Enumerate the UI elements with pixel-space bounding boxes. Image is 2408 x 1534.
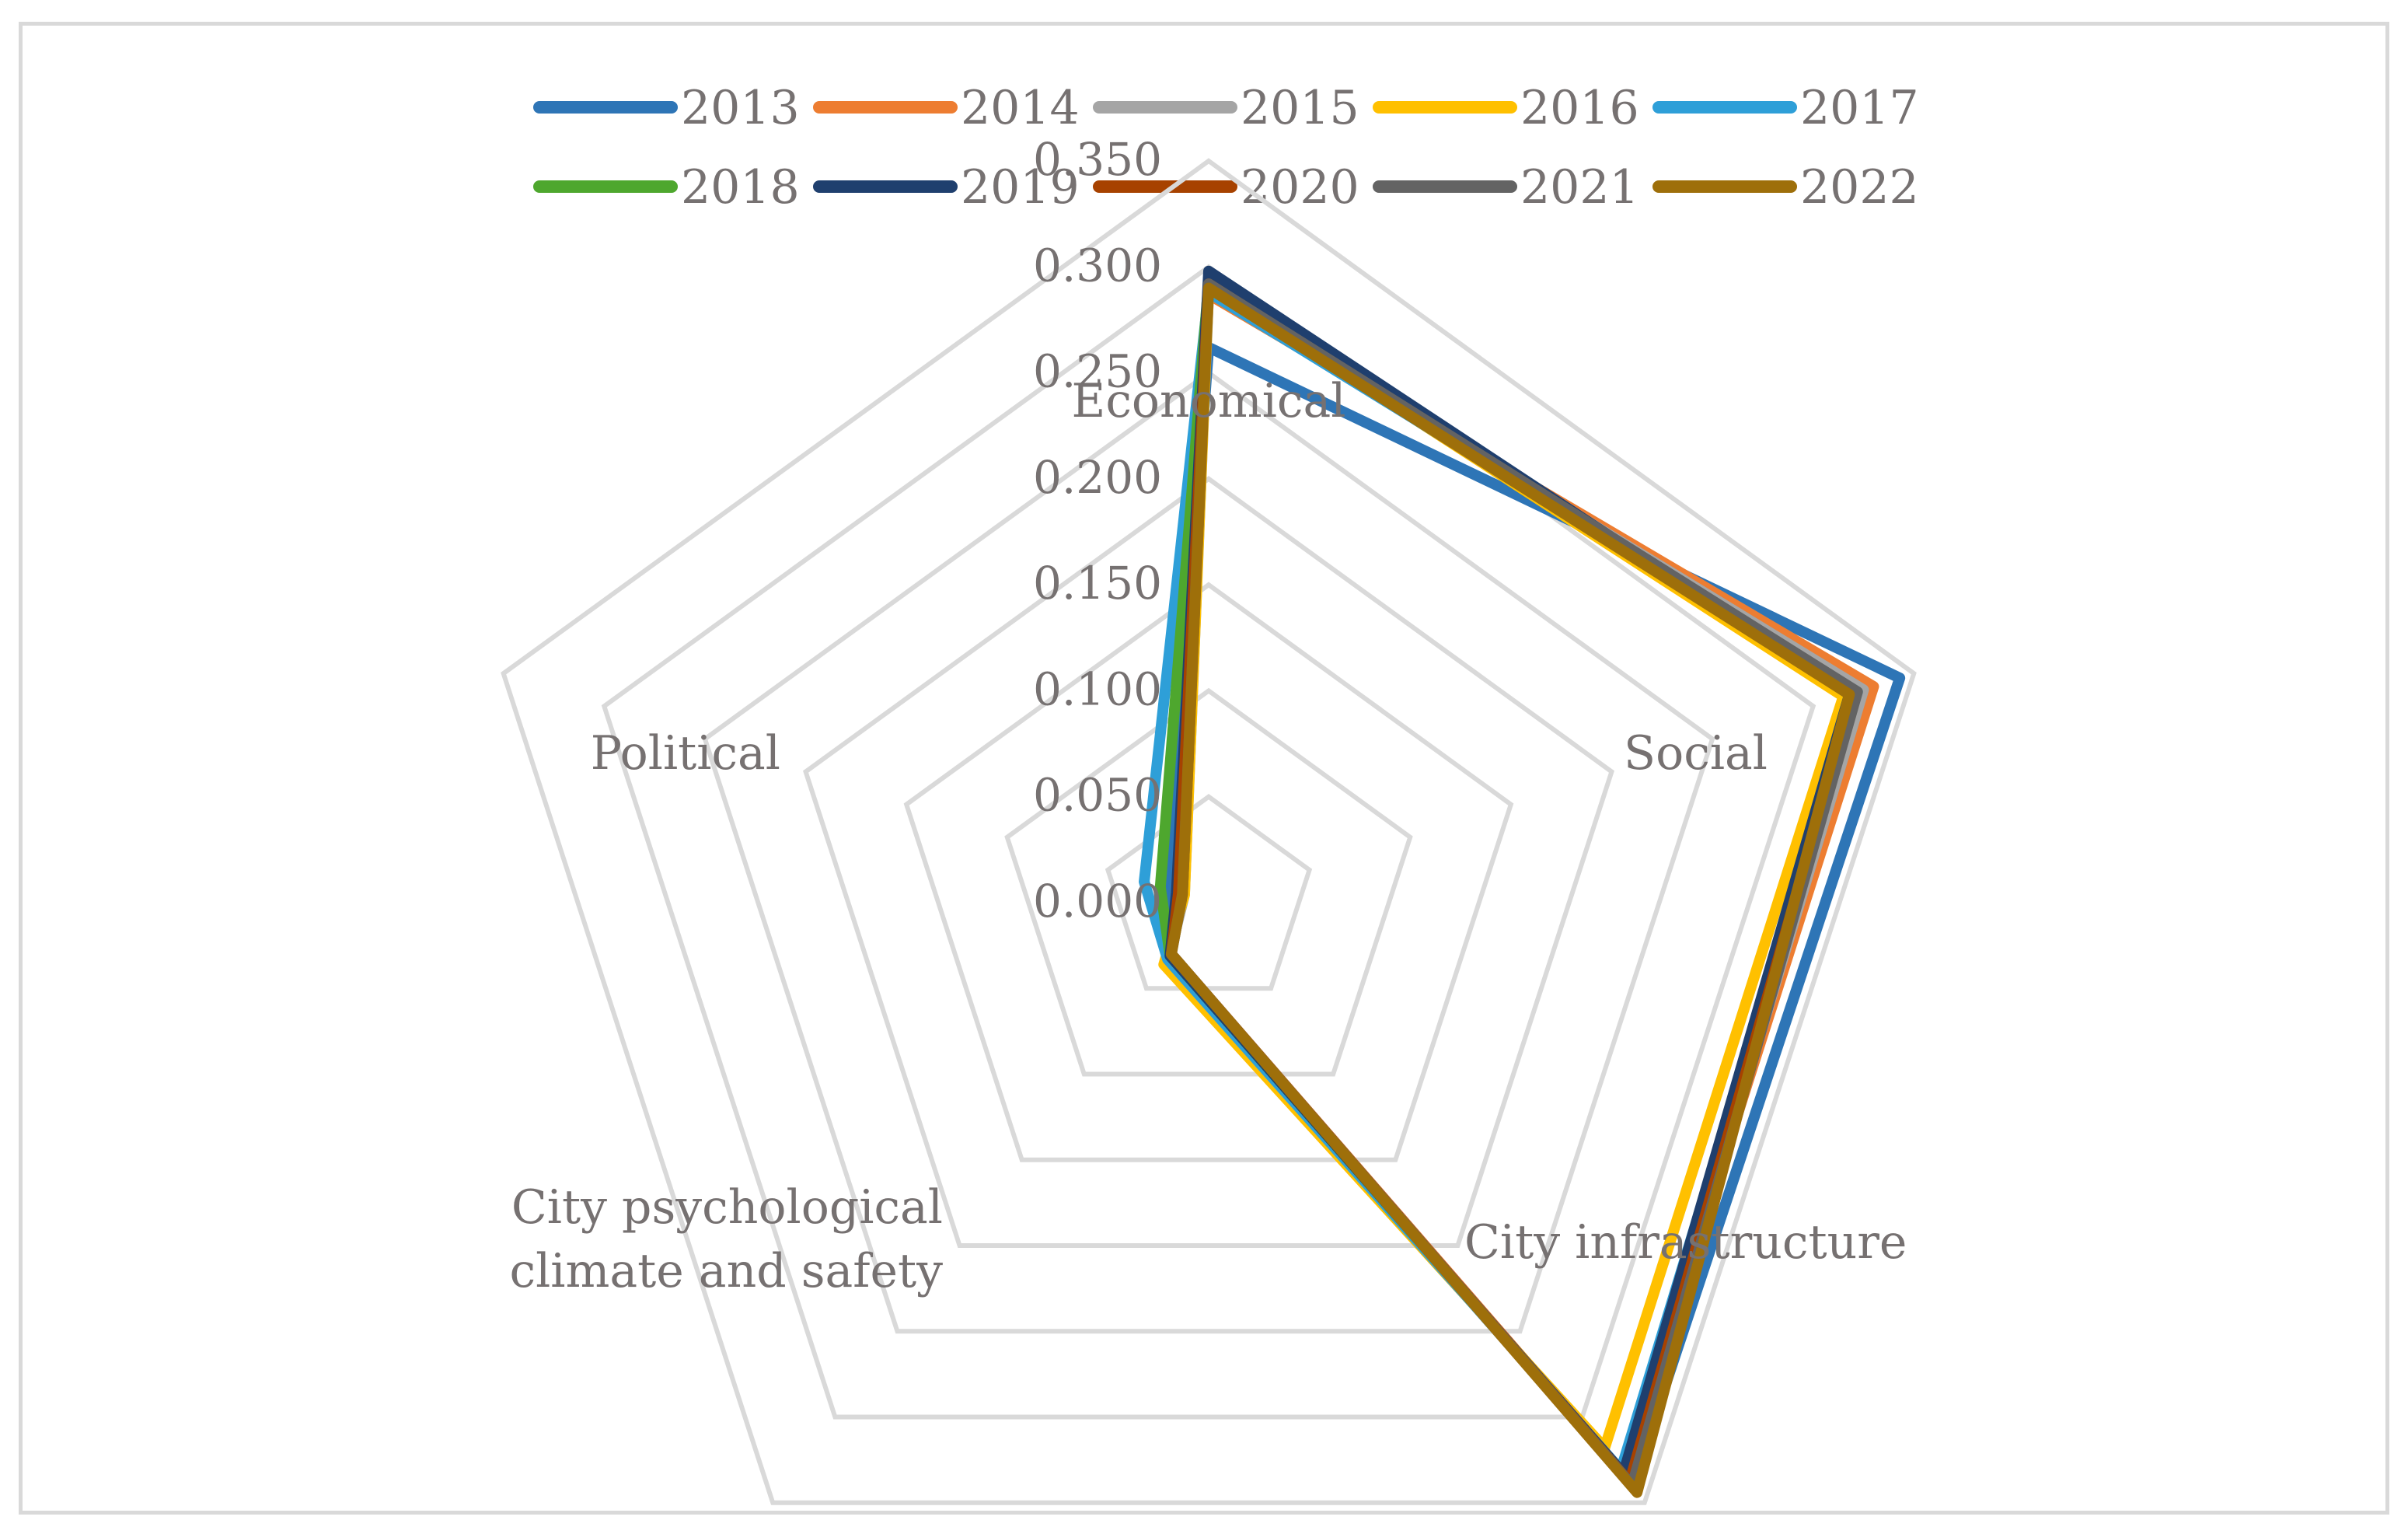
tick-label: 0.300 [1033, 239, 1162, 292]
legend-label: 2022 [1800, 160, 1919, 215]
legend-item: 2020 [1093, 160, 1359, 215]
tick-label: 0.150 [1033, 557, 1162, 610]
tick-label: 0.350 [1033, 133, 1162, 186]
legend-item: 2019 [813, 160, 1080, 215]
tick-label: 0.050 [1033, 769, 1162, 822]
radar-grid [501, 158, 1917, 1505]
grid-ring [702, 369, 1715, 1334]
series-2022-line [1165, 282, 1855, 1498]
legend-item: 2021 [1373, 160, 1639, 215]
legend: 2013 2014 2015 2016 2017 2018 2019 2020 2021 2022 [533, 81, 1919, 215]
grid-ring [501, 158, 1917, 1505]
tick-label: 0.000 [1033, 875, 1162, 928]
legend-item: 2014 [813, 81, 1080, 135]
legend-label: 2016 [1520, 81, 1639, 135]
legend-item: 2018 [533, 160, 800, 215]
legend-item: 2013 [533, 81, 800, 135]
axis-label: City infrastructure [1464, 1215, 1907, 1270]
grid-ring [601, 264, 1816, 1420]
legend-label: 2021 [1520, 160, 1639, 215]
series-2014-line [1165, 288, 1879, 1480]
axis-label: Economical [1072, 374, 1346, 428]
legend-item: 2016 [1373, 81, 1639, 135]
axis-label: City psychological [511, 1180, 943, 1235]
legend-label: 2018 [681, 160, 800, 215]
legend-label: 2013 [681, 81, 800, 135]
tick-label: 0.250 [1033, 345, 1162, 398]
chart-frame: 2013 2014 2015 2016 2017 2018 2019 2020 2021 2022… [19, 22, 2389, 1515]
legend-item: 2017 [1652, 81, 1919, 135]
legend-label: 2014 [961, 81, 1080, 135]
series-2020-line [1165, 278, 1859, 1488]
legend-item: 2022 [1652, 160, 1919, 215]
tick-label: 0.200 [1033, 451, 1162, 504]
axis-label: Social [1624, 726, 1768, 781]
grid-ring [903, 582, 1514, 1162]
legend-label: 2020 [1241, 160, 1359, 215]
tick-labels: 0.000 0.050 0.100 0.150 0.200 0.250 0.300 0.350 [1033, 133, 1162, 928]
series-layer [1139, 265, 1906, 1498]
legend-item: 2015 [1093, 81, 1359, 135]
legend-label: 2017 [1800, 81, 1919, 135]
grid-ring [1004, 687, 1413, 1077]
grid-ring [1105, 794, 1313, 991]
legend-label: 2019 [961, 160, 1080, 215]
legend-label: 2015 [1241, 81, 1359, 135]
axis-label: climate and safety [509, 1244, 943, 1298]
series-2019-line [1164, 265, 1855, 1480]
tick-label: 0.100 [1033, 662, 1162, 715]
grid-ring [803, 476, 1614, 1249]
radar-chart: 2013 2014 2015 2016 2017 2018 2019 2020 2021 2022… [501, 81, 1919, 1505]
axis-label: Political [591, 726, 780, 781]
axis-labels: Economical Social City infrastructure City … [509, 374, 1907, 1298]
